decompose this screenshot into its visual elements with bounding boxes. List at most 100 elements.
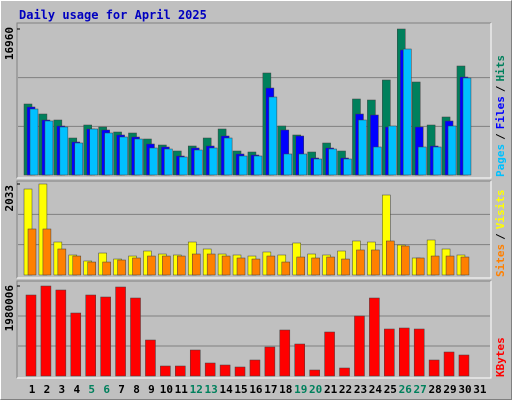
x-tick-label: 6 (103, 383, 110, 396)
bar (89, 128, 98, 176)
bar (264, 346, 276, 377)
x-tick-label: 19 (294, 383, 307, 396)
bar (130, 297, 141, 377)
x-tick-label: 26 (399, 383, 413, 396)
bar (428, 359, 440, 377)
bar (460, 256, 470, 276)
x-tick-label: 29 (443, 383, 456, 396)
bar (175, 365, 186, 377)
x-tick-label: 8 (133, 383, 140, 396)
bar (70, 312, 82, 377)
x-tick-label: 22 (339, 383, 352, 396)
bar (57, 248, 67, 276)
bar (104, 132, 113, 176)
chart-title: Daily usage for April 2025 (19, 8, 207, 22)
legend-entry: KBytes (494, 337, 507, 377)
bar (388, 125, 397, 176)
bar (354, 315, 365, 377)
bar (87, 261, 96, 276)
bar (462, 77, 472, 176)
bar (341, 258, 350, 276)
bar (100, 296, 111, 377)
bar (373, 146, 382, 176)
bar (369, 297, 380, 377)
bar (328, 148, 337, 176)
x-tick-label: 18 (279, 383, 292, 396)
bar (399, 327, 410, 377)
bar (236, 257, 246, 276)
x-tick-label: 23 (354, 383, 367, 396)
bar (445, 255, 455, 276)
bar (356, 249, 365, 276)
x-tick-label: 5 (88, 383, 95, 396)
bar (266, 255, 276, 276)
bar (251, 258, 261, 276)
bar (40, 285, 52, 377)
bar (253, 155, 263, 176)
bar (145, 339, 156, 377)
x-tick-label: 17 (264, 383, 277, 396)
bar (403, 48, 412, 176)
panel-bevel (16, 22, 491, 178)
bar (132, 257, 141, 276)
x-tick-label: 28 (428, 383, 441, 396)
bar (162, 255, 171, 276)
x-tick-label: 24 (369, 383, 383, 396)
bar (443, 351, 455, 377)
panel-bevel (17, 181, 492, 279)
x-tick-label: 13 (205, 383, 218, 396)
bar (208, 147, 218, 176)
bar (296, 256, 305, 276)
bar (432, 146, 442, 176)
bar (119, 136, 128, 176)
bar (221, 255, 231, 276)
bar (279, 329, 291, 377)
x-tick-label: 20 (309, 383, 322, 396)
x-tick-label: 25 (384, 383, 397, 396)
bar (458, 354, 470, 377)
bar (102, 261, 111, 276)
bar (386, 240, 395, 276)
legend-entry: Visits (494, 190, 507, 230)
x-tick-label: 1 (29, 383, 36, 396)
panel-bevel (16, 180, 491, 278)
legend-separator: / (494, 85, 507, 92)
legend-separator: / (494, 133, 507, 140)
legend: KBytes (494, 337, 507, 377)
bar (42, 228, 52, 276)
bar (268, 96, 278, 176)
bar (44, 120, 54, 176)
bar (283, 153, 293, 176)
legend: Pages / Files / Hits (494, 55, 507, 177)
y-tick-label: 16960 (3, 27, 16, 60)
bar (72, 255, 82, 276)
bar (74, 142, 84, 176)
legend-entry: Sites (494, 244, 507, 277)
bar (179, 156, 188, 176)
legend-entry: Hits (494, 55, 507, 82)
bar (339, 367, 350, 377)
bar (223, 137, 233, 176)
panel-bevel (16, 280, 491, 378)
legend: Sites / Visits (494, 190, 507, 278)
x-tick-label: 15 (234, 383, 247, 396)
bar (281, 261, 291, 276)
panel-bevel (17, 281, 492, 379)
bar (326, 256, 335, 276)
bar (149, 147, 158, 176)
bar (177, 255, 186, 276)
bar (206, 253, 216, 276)
bar (117, 259, 126, 276)
bar (27, 228, 37, 276)
x-tick-label: 10 (160, 383, 173, 396)
x-tick-label: 14 (219, 383, 233, 396)
bar (324, 331, 335, 377)
bar (219, 364, 231, 377)
bar (193, 149, 203, 176)
bar (189, 349, 201, 377)
bar (59, 126, 69, 176)
x-tick-label: 21 (324, 383, 338, 396)
x-tick-label: 2 (44, 383, 51, 396)
